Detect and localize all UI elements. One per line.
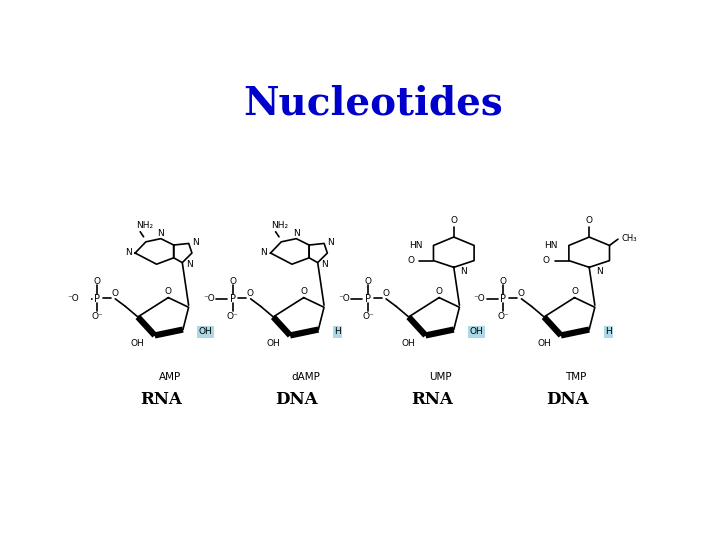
Text: O⁻: O⁻ [362, 312, 374, 321]
Text: RNA: RNA [411, 391, 454, 408]
Text: N: N [321, 260, 328, 269]
Text: DNA: DNA [547, 391, 589, 408]
Text: O: O [111, 289, 118, 298]
Text: ⁻O: ⁻O [68, 294, 79, 304]
Text: CH₃: CH₃ [622, 234, 637, 243]
Text: O: O [165, 287, 172, 296]
Text: OH: OH [402, 339, 416, 348]
Text: O: O [500, 277, 507, 286]
Text: OH: OH [266, 339, 280, 348]
Text: NH₂: NH₂ [272, 221, 289, 229]
Text: O⁻: O⁻ [497, 312, 510, 321]
Text: H: H [334, 327, 341, 336]
Text: N: N [596, 267, 603, 276]
Text: HN: HN [544, 241, 558, 250]
Text: OH: OH [131, 339, 145, 348]
Text: N: N [186, 260, 192, 269]
Text: ⁻O: ⁻O [203, 294, 215, 304]
Text: AMP: AMP [159, 372, 181, 382]
Text: O⁻: O⁻ [226, 312, 239, 321]
Text: O: O [586, 216, 593, 225]
Text: O: O [94, 277, 100, 286]
Text: OH: OH [199, 327, 213, 336]
Text: N: N [157, 229, 165, 238]
Text: N: N [261, 248, 267, 257]
Text: Nucleotides: Nucleotides [243, 85, 503, 122]
Text: OH: OH [537, 339, 551, 348]
Text: TMP: TMP [566, 372, 587, 382]
Text: O: O [451, 216, 457, 225]
Text: OH: OH [470, 327, 483, 336]
Text: N: N [328, 238, 334, 247]
Text: O: O [300, 287, 307, 296]
Text: O: O [382, 289, 389, 298]
Text: O: O [518, 289, 524, 298]
Text: dAMP: dAMP [291, 372, 320, 382]
Text: DNA: DNA [276, 391, 318, 408]
Text: P: P [500, 294, 507, 304]
Text: UMP: UMP [430, 372, 452, 382]
Text: O: O [571, 287, 578, 296]
Text: RNA: RNA [141, 391, 183, 408]
Text: NH₂: NH₂ [136, 221, 154, 229]
Text: ⁻O: ⁻O [474, 294, 486, 304]
Text: P: P [365, 294, 371, 304]
Text: O⁻: O⁻ [91, 312, 103, 321]
Text: O: O [408, 256, 414, 265]
Text: P: P [94, 294, 100, 304]
Text: HN: HN [408, 241, 422, 250]
Text: O: O [247, 289, 253, 298]
Text: O: O [365, 277, 371, 286]
Text: H: H [605, 327, 612, 336]
Text: ⁻O: ⁻O [339, 294, 350, 304]
Text: O: O [543, 256, 550, 265]
Text: N: N [461, 267, 467, 276]
Text: N: N [293, 229, 300, 238]
Text: P: P [229, 294, 236, 304]
Text: N: N [125, 248, 132, 257]
Text: N: N [192, 238, 199, 247]
Text: O: O [435, 287, 443, 296]
Text: O: O [229, 277, 236, 286]
